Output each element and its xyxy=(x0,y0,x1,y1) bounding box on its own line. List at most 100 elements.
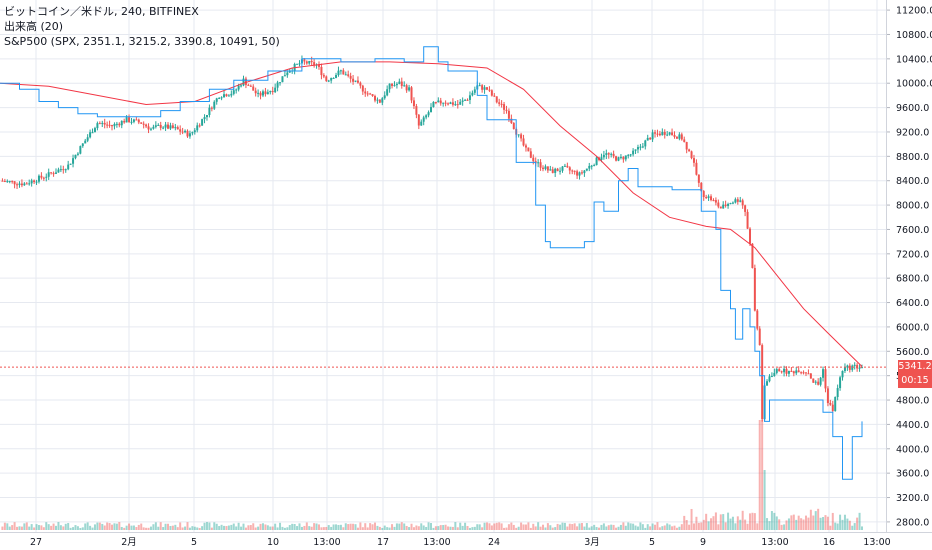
candle-body xyxy=(768,376,771,382)
volume-bar xyxy=(361,527,364,530)
candle-body xyxy=(595,157,598,166)
volume-bar xyxy=(162,527,165,530)
volume-bar xyxy=(770,511,773,530)
volume-bar xyxy=(807,517,810,530)
volume-bar xyxy=(159,522,162,530)
candle-body xyxy=(154,125,157,127)
candle-body xyxy=(673,134,676,137)
volume-bar xyxy=(537,522,540,530)
candle-body xyxy=(456,104,459,106)
volume-bar xyxy=(671,526,674,530)
candle-body xyxy=(654,132,657,134)
candle-body xyxy=(503,104,506,110)
price-axis[interactable]: 2800.03200.03600.04000.04400.04800.05200… xyxy=(886,6,932,529)
volume-bar xyxy=(834,522,837,530)
volume-bar xyxy=(702,519,705,530)
candle-body xyxy=(28,183,31,185)
volume-bar xyxy=(751,512,754,530)
volume-bar xyxy=(132,525,135,530)
volume-bar xyxy=(300,526,303,530)
volume-bar xyxy=(210,527,213,530)
volume-bar xyxy=(356,527,359,530)
candle-body xyxy=(444,102,447,104)
chart-legend: ビットコイン／米ドル, 240, BITFINEX 出来高 (20) S&P50… xyxy=(4,4,280,49)
candle-body xyxy=(498,102,501,104)
symbol-title[interactable]: ビットコイン／米ドル, 240, BITFINEX xyxy=(4,5,199,18)
candle-body xyxy=(274,87,277,93)
volume-bar xyxy=(130,525,133,530)
candle-body xyxy=(55,172,58,174)
candle-body xyxy=(145,124,148,127)
candle-body xyxy=(605,153,608,155)
volume-bar xyxy=(578,523,581,530)
candle-body xyxy=(288,70,291,73)
candle-body xyxy=(651,132,654,140)
volume-bar xyxy=(727,512,730,530)
volume-bar xyxy=(410,523,413,530)
time-axis[interactable]: 27 2月 5 10 13:00 17 13:00 24 3月 5 9 13:00 16 13:00 xyxy=(30,537,891,548)
volume-bar xyxy=(371,524,374,530)
volume-bar xyxy=(580,523,583,530)
candle-body xyxy=(388,83,391,90)
volume-bar xyxy=(23,523,26,530)
candle-body xyxy=(846,365,849,368)
volume-bar xyxy=(848,520,851,530)
volume-bar xyxy=(478,524,481,530)
volume-indicator-label[interactable]: 出来高 (20) xyxy=(4,20,64,33)
volume-bar xyxy=(188,527,191,530)
volume-bar xyxy=(271,526,274,530)
candle-body xyxy=(111,125,114,127)
candle-body xyxy=(807,373,810,375)
candle-body xyxy=(103,122,106,125)
volume-bar xyxy=(714,512,717,530)
y-tick-label: 8400.0 xyxy=(896,176,929,187)
volume-bar xyxy=(447,526,450,530)
y-tick-label: 3200.0 xyxy=(896,493,929,504)
volume-bar xyxy=(176,527,179,530)
volume-bar xyxy=(359,522,362,530)
volume-bar xyxy=(685,519,688,530)
candle-body xyxy=(571,170,574,172)
volume-bar xyxy=(164,523,167,530)
volume-bar xyxy=(831,512,834,530)
volume-bar xyxy=(20,526,23,530)
candle-body xyxy=(373,95,376,101)
volume-bar xyxy=(824,515,827,530)
volume-bar xyxy=(748,513,751,530)
volume-bar xyxy=(16,526,19,530)
volume-bar xyxy=(149,526,152,530)
candle-body xyxy=(361,85,364,92)
candle-body xyxy=(549,169,552,171)
volume-bar xyxy=(768,521,771,530)
volume-bar xyxy=(561,522,564,530)
candle-body xyxy=(162,127,165,129)
candle-body xyxy=(352,78,355,82)
volume-bar xyxy=(522,524,525,530)
volume-bar xyxy=(388,527,391,530)
candle-body xyxy=(227,95,230,97)
candle-body xyxy=(748,228,751,244)
volume-bar xyxy=(639,522,642,530)
volume-bar xyxy=(753,513,756,530)
candle-body xyxy=(376,99,379,101)
volume-bar xyxy=(381,527,384,530)
volume-bar xyxy=(744,519,747,530)
volume-bar xyxy=(205,522,208,530)
candle-body xyxy=(744,205,747,212)
candle-body xyxy=(817,381,820,385)
volume-bar xyxy=(812,515,815,530)
volume-bar xyxy=(636,526,639,530)
volume-bar xyxy=(84,523,87,530)
spx-compare-label[interactable]: S&P500 (SPX, 2351.1, 3215.2, 3390.8, 104… xyxy=(4,35,280,48)
volume-bar xyxy=(544,527,547,530)
candle-body xyxy=(174,127,177,129)
candle-body xyxy=(610,153,613,155)
candle-body xyxy=(829,402,832,405)
volume-bar xyxy=(524,524,527,530)
volume-bar xyxy=(563,522,566,530)
volume-bar xyxy=(512,524,515,530)
volume-bar xyxy=(320,527,323,530)
volume-bar xyxy=(546,523,549,530)
candle-body xyxy=(403,85,406,87)
